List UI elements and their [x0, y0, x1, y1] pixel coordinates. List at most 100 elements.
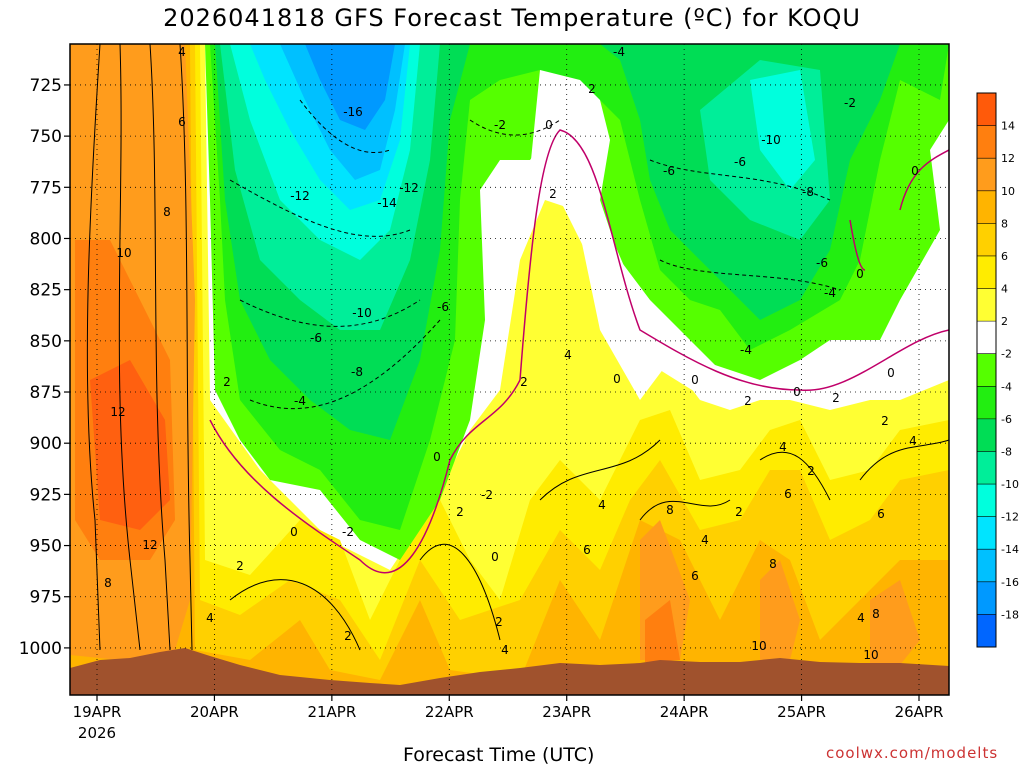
contour-label: 2 — [236, 559, 244, 573]
colorbar-swatch — [977, 288, 996, 322]
x-tick-label: 21APR — [307, 703, 356, 721]
colorbar-tick-label: -6 — [1001, 413, 1012, 426]
colorbar-swatch — [977, 321, 996, 355]
colorbar-tick-label: -14 — [1001, 543, 1019, 556]
contour-label: 4 — [178, 45, 186, 59]
y-tick-label: 725 — [30, 76, 62, 96]
contour-label: 10 — [116, 246, 131, 260]
colorbar-swatch — [977, 190, 996, 224]
contour-label: -6 — [734, 155, 746, 169]
colorbar-swatch — [977, 255, 996, 290]
colorbar-tick-label: -16 — [1001, 576, 1019, 589]
y-tick-label: 925 — [30, 485, 62, 505]
y-tick-label: 975 — [30, 588, 62, 608]
contour-label: 4 — [701, 533, 709, 547]
colorbar-tick-label: 14 — [1001, 120, 1015, 133]
contour-label: -2 — [844, 96, 856, 110]
contour-label: 8 — [163, 205, 171, 219]
colorbar-swatch — [977, 93, 996, 127]
contour-label: -6 — [310, 331, 322, 345]
contour-label: 2 — [832, 391, 840, 405]
colorbar-swatch — [977, 484, 996, 518]
colorbar-swatch — [977, 223, 996, 257]
colorbar-tick-label: -8 — [1001, 445, 1012, 458]
zero-contour — [209, 129, 949, 574]
y-tick-label: 850 — [30, 332, 62, 352]
contour-label: 4 — [598, 498, 606, 512]
contour-label: 0 — [691, 373, 699, 387]
contour-label: -4 — [824, 286, 836, 300]
x-tick-label: 24APR — [660, 703, 709, 721]
colorbar-swatch — [977, 353, 996, 387]
contour-label: 0 — [545, 118, 553, 132]
contour-label: 4 — [564, 348, 572, 362]
y-axis: 725 750 775 800 825 850 875 900 925 950 975 1000 — [19, 76, 70, 659]
temperature-field — [70, 44, 949, 695]
contour-label: 2 — [588, 82, 596, 96]
contour-label: 0 — [887, 366, 895, 380]
y-tick-label: 950 — [30, 537, 62, 557]
colorbar-tick-label: -2 — [1001, 348, 1012, 361]
gridlines — [70, 44, 949, 695]
contour-label: 0 — [433, 450, 441, 464]
contour-label: -6 — [663, 164, 675, 178]
colorbar-tick-label: 8 — [1001, 217, 1008, 230]
y-tick-label: 875 — [30, 383, 62, 403]
contour-label: 2 — [456, 505, 464, 519]
y-tick-label: 900 — [30, 434, 62, 454]
contour-label: 2 — [223, 375, 231, 389]
contour-label: 0 — [491, 550, 499, 564]
y-tick-label: 750 — [30, 127, 62, 147]
contour-label: 6 — [877, 507, 885, 521]
contour-label: 8 — [769, 557, 777, 571]
contour-label: 12 — [142, 538, 157, 552]
contour-label: 8 — [104, 576, 112, 590]
layer-14c — [90, 360, 170, 530]
contour-label: -10 — [761, 133, 781, 147]
colorbar-swatch — [977, 614, 996, 648]
x-axis: 19APR 20APR 21APR 22APR 23APR 24APR 25APR 26APR — [73, 695, 944, 721]
colorbar-tick-label: 12 — [1001, 152, 1015, 165]
contour-label: 2 — [344, 629, 352, 643]
contour-label: 0 — [911, 164, 919, 178]
contour-label: -8 — [802, 185, 814, 199]
contour-label: 0 — [290, 525, 298, 539]
colorbar-swatch — [977, 581, 996, 615]
contour-label: 12 — [110, 405, 125, 419]
colorbar-tick-label: -4 — [1001, 380, 1012, 393]
x-tick-label: 19APR — [73, 703, 122, 721]
colorbar-tick-label: 4 — [1001, 283, 1008, 296]
x-tick-label: 25APR — [777, 703, 826, 721]
x-tick-label: 26APR — [895, 703, 944, 721]
terrain — [70, 648, 949, 695]
colorbar-tick-label: 6 — [1001, 250, 1008, 263]
contour-label: 0 — [793, 385, 801, 399]
contour-label: 4 — [779, 440, 787, 454]
contour-label: 10 — [863, 648, 878, 662]
cold-layer-16 — [305, 44, 395, 130]
contour-label: 2 — [881, 414, 889, 428]
y-tick-label: 800 — [30, 229, 62, 249]
colorbar-tick-label: -10 — [1001, 478, 1019, 491]
contour-label: -4 — [613, 45, 625, 59]
contour-label: 4 — [501, 643, 509, 657]
contour-label: -12 — [290, 189, 310, 203]
colorbar-swatch — [977, 125, 996, 159]
y-tick-label: 775 — [30, 178, 62, 198]
x-tick-label: 23APR — [542, 703, 591, 721]
x-axis-label: Forecast Time (UTC) — [403, 744, 595, 766]
dashed-contours — [229, 99, 841, 410]
y-tick-label: 825 — [30, 281, 62, 301]
layer-10c — [70, 44, 920, 665]
colorbar-tick-label: -12 — [1001, 511, 1019, 524]
layer-6c — [70, 44, 949, 695]
chart-title: 2026041818 GFS Forecast Temperature (ºC)… — [163, 4, 861, 32]
contour-label: -4 — [294, 394, 306, 408]
y-tick-label: 1000 — [19, 639, 62, 659]
contour-label: 2 — [807, 464, 815, 478]
contour-label: -2 — [494, 118, 506, 132]
credit-link[interactable]: coolwx.com/modelts — [826, 744, 999, 762]
contour-label: 8 — [666, 503, 674, 517]
